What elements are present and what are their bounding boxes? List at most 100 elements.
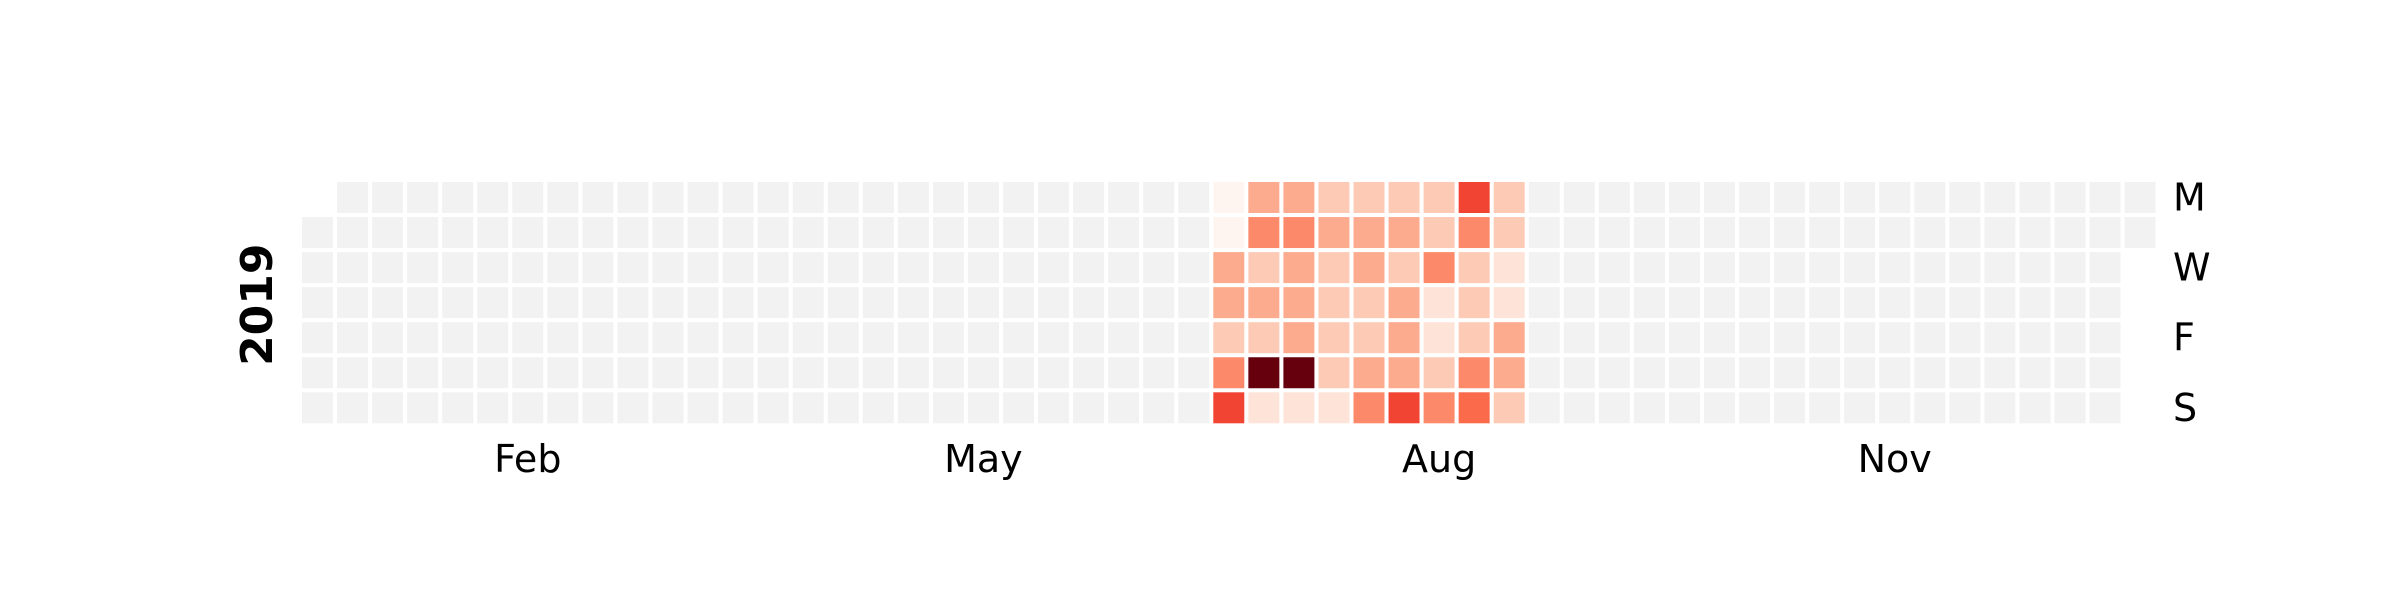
heatmap-cell-empty — [442, 217, 474, 249]
heatmap-cell-empty — [1879, 287, 1911, 319]
heatmap-cell-empty — [722, 322, 754, 354]
heatmap-cell-empty — [1528, 392, 1560, 424]
heatmap-cell-empty — [1949, 357, 1981, 389]
heatmap-cell-empty — [722, 357, 754, 389]
heatmap-cell-empty — [862, 182, 894, 213]
heatmap-cell-empty — [477, 182, 509, 213]
heatmap-cell-empty — [1528, 217, 1560, 249]
heatmap-cell-active — [1248, 357, 1280, 389]
heatmap-cell-empty — [1633, 182, 1665, 213]
heatmap-cell-empty — [2089, 322, 2121, 354]
heatmap-cell-empty — [1563, 287, 1595, 319]
heatmap-cell-active — [1423, 392, 1455, 424]
heatmap-cell-empty — [1633, 217, 1665, 249]
month-label-feb: Feb — [494, 437, 561, 481]
heatmap-cell-active — [1283, 287, 1315, 319]
heatmap-cell-empty — [1003, 182, 1034, 213]
heatmap-cell-empty — [932, 357, 964, 389]
heatmap-cell-empty — [617, 182, 649, 213]
heatmap-cell-empty — [1038, 217, 1070, 249]
heatmap-cell-empty — [2019, 322, 2051, 354]
heatmap-cell-empty — [897, 322, 929, 354]
heatmap-cell-empty — [1178, 182, 1210, 213]
heatmap-cell-empty — [2089, 182, 2121, 213]
heatmap-cells — [302, 182, 2156, 424]
heatmap-cell-empty — [1143, 322, 1175, 354]
heatmap-cell-empty — [1739, 322, 1771, 354]
heatmap-cell-empty — [967, 392, 999, 424]
heatmap-cell-empty — [1143, 252, 1175, 284]
heatmap-cell-empty — [617, 252, 649, 284]
heatmap-cell-empty — [1668, 252, 1700, 284]
heatmap-cell-empty — [407, 287, 439, 319]
heatmap-cell-empty — [862, 287, 894, 319]
heatmap-cell-empty — [687, 287, 719, 319]
heatmap-cell-active — [1283, 182, 1315, 213]
heatmap-cell-empty — [442, 392, 474, 424]
heatmap-cell-empty — [1844, 322, 1876, 354]
heatmap-cell-empty — [687, 357, 719, 389]
heatmap-cell-active — [1248, 182, 1280, 213]
heatmap-cell-empty — [337, 392, 369, 424]
heatmap-cell-empty — [827, 252, 859, 284]
heatmap-cell-empty — [1984, 252, 2016, 284]
heatmap-cell-empty — [687, 182, 719, 213]
day-label-wednesday: W — [2173, 246, 2211, 290]
heatmap-cell-empty — [1108, 182, 1140, 213]
heatmap-cell-empty — [512, 287, 544, 319]
heatmap-cell-empty — [932, 217, 964, 249]
heatmap-cell-empty — [1774, 287, 1806, 319]
heatmap-cell-empty — [442, 252, 474, 284]
heatmap-cell-empty — [932, 287, 964, 319]
heatmap-cell-empty — [827, 322, 859, 354]
heatmap-cell-empty — [862, 322, 894, 354]
heatmap-cell-empty — [967, 252, 999, 284]
heatmap-cell-empty — [1073, 322, 1105, 354]
heatmap-cell-empty — [442, 287, 474, 319]
heatmap-cell-empty — [1143, 357, 1175, 389]
heatmap-cell-empty — [652, 322, 684, 354]
heatmap-cell-empty — [1809, 182, 1841, 213]
heatmap-cell-empty — [897, 392, 929, 424]
heatmap-cell-active — [1423, 287, 1455, 319]
heatmap-cell-empty — [337, 357, 369, 389]
heatmap-cell-active — [1213, 182, 1245, 213]
heatmap-cell-empty — [1528, 252, 1560, 284]
heatmap-cell-active — [1213, 217, 1245, 249]
heatmap-cell-empty — [617, 217, 649, 249]
heatmap-cell-active — [1248, 252, 1280, 284]
heatmap-cell-active — [1493, 322, 1525, 354]
heatmap-cell-active — [1353, 357, 1385, 389]
heatmap-cell-empty — [1774, 392, 1806, 424]
heatmap-cell-empty — [477, 322, 509, 354]
heatmap-cell-empty — [967, 182, 999, 213]
heatmap-cell-empty — [1739, 392, 1771, 424]
heatmap-cell-empty — [2124, 217, 2156, 249]
heatmap-cell-empty — [757, 357, 789, 389]
heatmap-cell-empty — [1668, 392, 1700, 424]
heatmap-cell-empty — [1704, 182, 1735, 213]
heatmap-cell-empty — [827, 182, 859, 213]
heatmap-cell-empty — [792, 357, 824, 389]
heatmap-cell-empty — [1563, 322, 1595, 354]
heatmap-cell-empty — [1073, 357, 1105, 389]
heatmap-cell-empty — [2089, 252, 2121, 284]
heatmap-cell-empty — [652, 252, 684, 284]
heatmap-cell-active — [1213, 322, 1245, 354]
heatmap-cell-empty — [407, 357, 439, 389]
heatmap-cell-empty — [757, 217, 789, 249]
heatmap-cell-active — [1493, 217, 1525, 249]
heatmap-cell-active — [1458, 217, 1490, 249]
heatmap-cell-empty — [862, 217, 894, 249]
heatmap-cell-empty — [372, 392, 404, 424]
heatmap-cell-empty — [1668, 322, 1700, 354]
heatmap-cell-empty — [792, 287, 824, 319]
heatmap-cell-active — [1353, 392, 1385, 424]
heatmap-cell-empty — [1038, 287, 1070, 319]
heatmap-cell-active — [1458, 392, 1490, 424]
heatmap-cell-active — [1423, 182, 1455, 213]
heatmap-cell-active — [1248, 217, 1280, 249]
heatmap-cell-empty — [792, 252, 824, 284]
heatmap-cell-empty — [722, 217, 754, 249]
heatmap-cell-empty — [582, 252, 614, 284]
